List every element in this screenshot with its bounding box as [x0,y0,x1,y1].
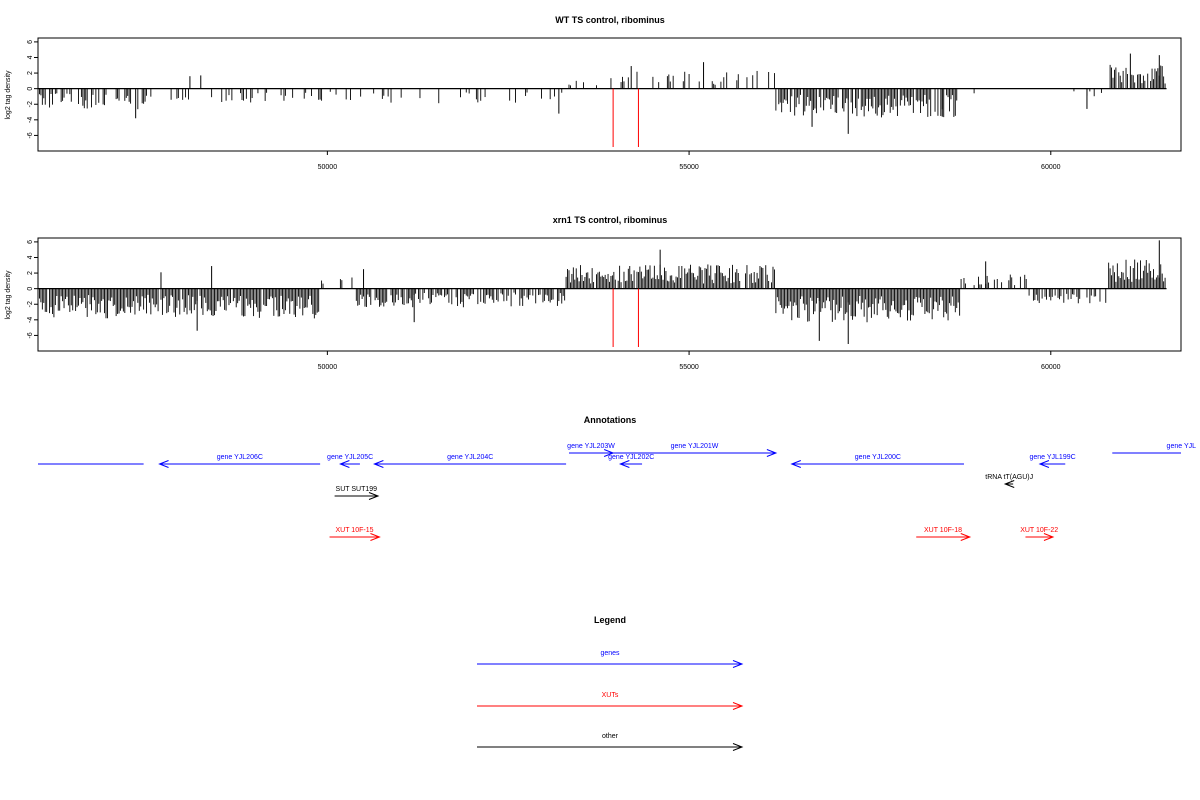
xrn1-track-y-axis: 6 4 2 0 -2 -4 -6 [27,240,38,339]
xrn1-track-ytick-label: -2 [27,301,34,307]
annotation-xut-10f-18-arrow-head [960,533,972,541]
annotation-sut-sut199-arrow-head [368,492,380,500]
xrn1-track-panel: xrn1 TS control, ribominus log2 tag dens… [5,215,1182,371]
annotation-gene-yjl204c-arrow-head [373,460,384,468]
annotation-xut-10f-15: XUT 10F-15 [329,527,381,541]
xrn1-track-bars [37,240,1166,344]
annotation-xut-10f-15-arrow-head [370,533,381,541]
annotation-gene-yjl201w-label: gene YJL201W [671,443,719,450]
annotation-gene-yjl204c-label: gene YJL204C [447,454,493,461]
annotation-gene-yjl206c-label: gene YJL206C [217,454,263,461]
annotation-gene-yjl203w-label: gene YJL203W [567,443,615,450]
xrn1-track-ytick-label: 4 [27,255,34,259]
annotation-gene-yjl200c-label: gene YJL200C [855,454,901,461]
xrn1-track-markers [612,288,639,347]
wt-track-xtick-label: 60000 [1041,164,1061,171]
wt-track-ytick-label: 4 [27,55,34,59]
annotation-gene-yjl205c: gene YJL205C [327,454,373,468]
annotation-gene-yjl202c-label: gene YJL202C [608,454,654,461]
legend-genes-arrow-head [732,660,744,668]
xrn1-track-title: xrn1 TS control, ribominus [553,215,668,225]
legend-other-label: other [602,733,619,740]
annotation-gene-yjl200c-arrow-head [790,460,801,468]
annotation-gene-yjl-label: gene YJL [1167,443,1197,450]
xrn1-track-ytick-label: 2 [27,271,34,275]
annotation-gene-yjl199c-label: gene YJL199C [1029,454,1075,461]
annotation-trna-tt-agu-j: tRNA tT(AGU)J [985,474,1033,488]
annotation-gene-yjl: gene YJL [1112,443,1197,454]
annotation-xut-10f-22-arrow-head [1043,533,1055,541]
wt-track-panel: WT TS control, ribominus log2 tag densit… [5,15,1182,171]
wt-track-y-axis: 6 4 2 0 -2 -4 -6 [27,40,38,139]
annotation-xut-10f-18-label: XUT 10F-18 [924,527,962,534]
wt-track-xtick-label: 50000 [318,164,338,171]
legend-genes: genes [477,650,744,668]
wt-track-ytick-label: -2 [27,101,34,107]
legend-other-arrow-head [732,743,744,751]
legend-other: other [477,733,744,751]
annotation-xut-10f-22-label: XUT 10F-22 [1020,527,1058,534]
annotation-gene-yjl206c: gene YJL206C [158,454,321,468]
wt-track-title: WT TS control, ribominus [555,15,665,25]
annotation-gene-yjl201w-arrow-head [766,449,778,457]
wt-track-ytick-label: 2 [27,71,34,75]
legend-xuts-arrow-head [732,702,744,710]
xrn1-track-frame [37,237,1182,352]
wt-track-bars [37,53,1166,134]
xrn1-track-xtick-label: 60000 [1041,364,1061,371]
wt-track-x-axis: 50000 55000 60000 [318,151,1061,171]
annotations-title: Annotations [584,415,637,425]
xrn1-track-ytick-label: -6 [27,332,34,338]
legend-xuts-label: XUTs [602,692,619,699]
xrn1-track-ytick-label: 6 [27,240,34,244]
annotation-gene-yjl199c-arrow-head [1038,460,1050,468]
legend-title: Legend [594,615,626,625]
legend-genes-label: genes [600,650,620,657]
annotation-gene-yjl205c-label: gene YJL205C [327,454,373,461]
annotation-trna-tt-agu-j-label: tRNA tT(AGU)J [985,474,1033,481]
wt-track-ytick-label: -4 [27,117,34,123]
wt-track-ytick-label: 0 [27,87,34,91]
annotation-xut-10f-22: XUT 10F-22 [1020,527,1058,541]
annotation-gene-yjl201w: gene YJL201W [613,443,778,457]
annotation-gene-yjl204c: gene YJL204C [373,454,567,468]
legend-xuts: XUTs [477,692,744,710]
annotation-xut-10f-18: XUT 10F-18 [916,527,972,541]
annotation-sut-sut199-label: SUT SUT199 [336,486,378,493]
annotation-sut-sut199: SUT SUT199 [334,486,380,500]
annotation-gene-yjl200c: gene YJL200C [790,454,964,468]
wt-track-ytick-label: 6 [27,40,34,44]
xrn1-track-xtick-label: 55000 [679,364,699,371]
xrn1-track-ytick-label: 0 [27,287,34,291]
annotation-features: gene YJL206C gene YJL205C gene YJL204C gene… [38,443,1196,541]
annotation-gene-yjl199c: gene YJL199C [1029,454,1076,468]
xrn1-track-ytick-label: -4 [27,317,34,323]
wt-track-frame [37,37,1182,152]
annotation-gene-yjl206c-arrow-head [158,460,169,468]
annotation-gene-yjl202c: gene YJL202C [608,454,654,468]
legend-entries: genes XUTs other [477,650,744,751]
annotation-gene-yjl202c-arrow-head [618,460,630,468]
xrn1-track-x-axis: 50000 55000 60000 [318,351,1061,371]
wt-track-ylabel: log2 tag density [5,70,12,120]
wt-track-markers [612,88,639,147]
annotations-panel: Annotations gene YJL206C gene YJL205C gene… [38,415,1196,541]
wt-track-ytick-label: -6 [27,132,34,138]
xrn1-track-xtick-label: 50000 [318,364,338,371]
legend: Legend genes XUTs other [477,615,744,751]
annotation-trna-tt-agu-j-arrow-head [1003,480,1015,488]
annotation-xut-10f-15-label: XUT 10F-15 [335,527,373,534]
wt-track-xtick-label: 55000 [679,164,699,171]
xrn1-track-ylabel: log2 tag density [5,270,12,320]
annotation-gene-yjl205c-arrow-head [339,460,350,468]
